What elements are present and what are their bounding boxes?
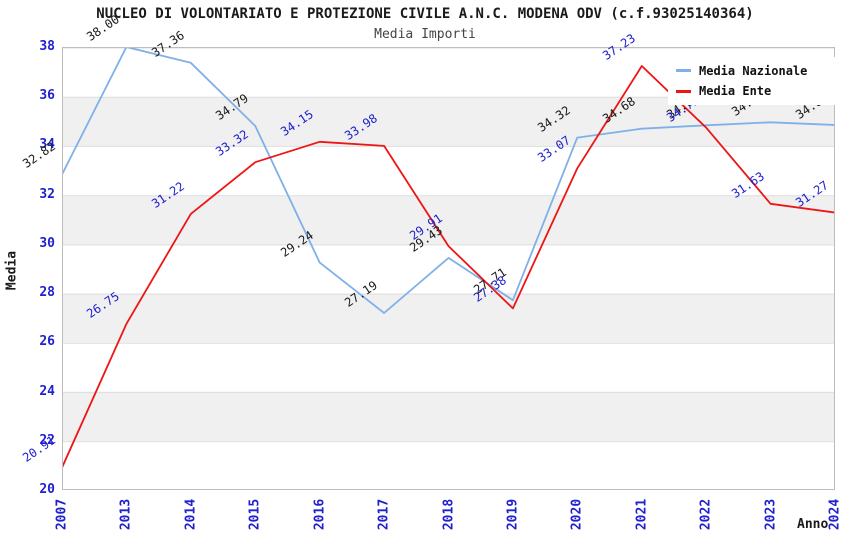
y-tick-label: 34	[39, 137, 55, 153]
y-tick-label: 38	[39, 39, 55, 54]
chart-title: NUCLEO DI VOLONTARIATO E PROTEZIONE CIVI…	[96, 6, 754, 22]
legend: Media Nazionale Media Ente	[668, 57, 848, 105]
x-tick-label: 2019	[505, 498, 521, 531]
x-tick-label: 2016	[312, 498, 328, 531]
x-tick-label: 2018	[441, 498, 456, 531]
series-lines-svg	[63, 48, 834, 468]
legend-item-media-ente: Media Ente	[676, 84, 848, 98]
plot-area	[62, 47, 835, 490]
legend-item-media-nazionale: Media Nazionale	[676, 64, 848, 78]
x-tick-label: 2013	[118, 498, 134, 531]
chart-subtitle: Media Importi	[374, 27, 476, 42]
x-tick-label: 2007	[54, 498, 70, 531]
x-tick-label: 2023	[763, 498, 779, 531]
x-tick-label: 2017	[376, 498, 392, 531]
y-tick-label: 22	[39, 432, 55, 448]
x-tick-label: 2015	[247, 498, 263, 531]
x-tick-label: 2020	[569, 498, 585, 531]
y-tick-label: 36	[39, 88, 55, 104]
media-nazionale-line	[63, 48, 834, 314]
y-tick-label: 26	[39, 334, 55, 350]
y-tick-label: 20	[39, 482, 55, 497]
legend-label: Media Nazionale	[699, 63, 808, 78]
y-tick-label: 28	[39, 285, 55, 301]
media-ente-line	[63, 65, 834, 468]
x-tick-label: 2021	[634, 498, 650, 531]
y-tick-label: 24	[39, 383, 55, 399]
legend-label: Media Ente	[699, 84, 772, 99]
x-tick-label: 2022	[698, 498, 714, 531]
legend-line-marker	[676, 89, 691, 93]
y-tick-label: 30	[39, 235, 55, 251]
x-tick-label: 2014	[183, 498, 199, 531]
y-tick-label: 32	[39, 186, 55, 202]
y-axis-title: Media	[4, 250, 20, 291]
x-tick-label: 2024	[827, 498, 843, 531]
legend-line-marker	[676, 69, 691, 73]
x-axis-title: Anno	[797, 517, 829, 532]
